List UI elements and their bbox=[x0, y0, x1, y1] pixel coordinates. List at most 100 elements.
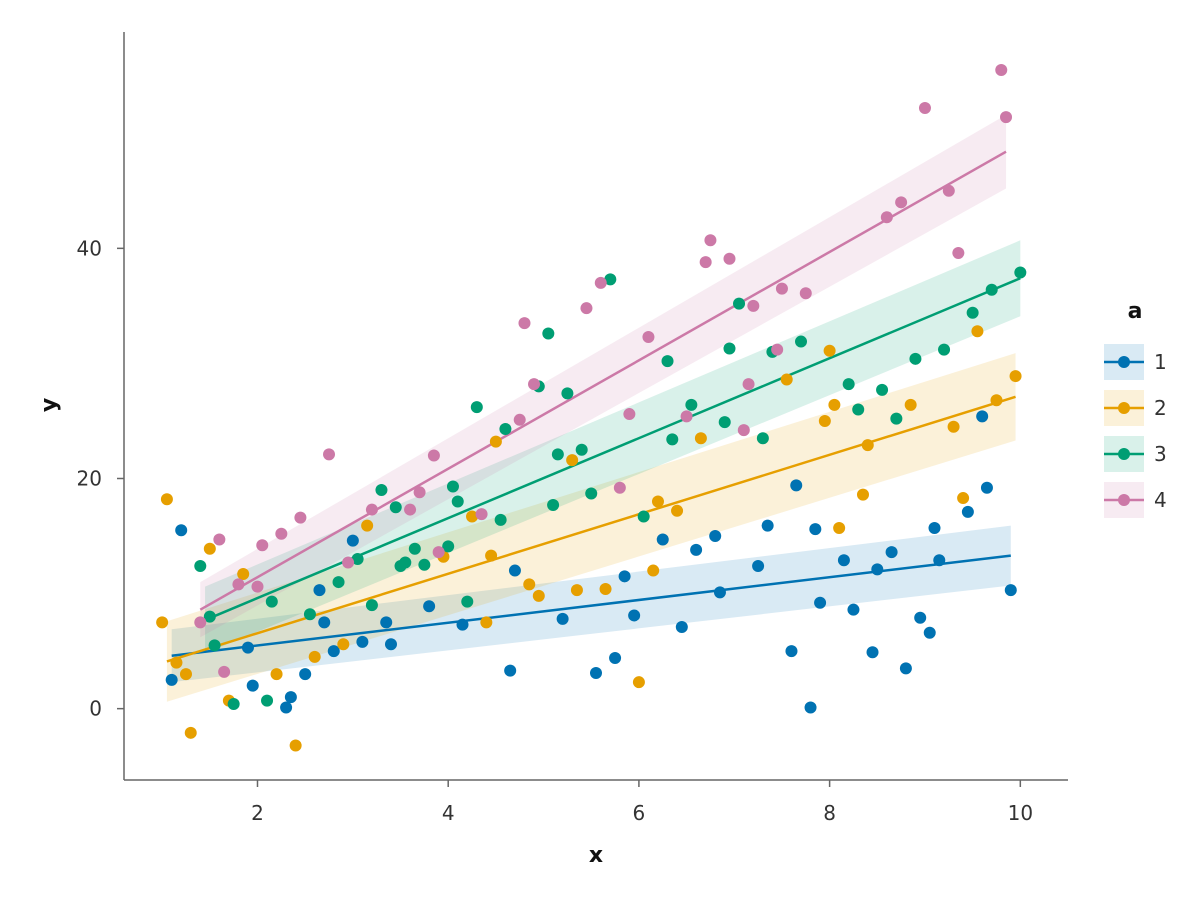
data-point-series-2 bbox=[833, 521, 846, 534]
data-point-series-4 bbox=[432, 546, 445, 559]
legend-swatch-marker bbox=[1118, 356, 1130, 368]
data-point-series-2 bbox=[156, 616, 169, 629]
data-point-series-1 bbox=[761, 519, 774, 532]
legend-item-1: 1 bbox=[1104, 344, 1167, 380]
data-point-series-3 bbox=[203, 610, 216, 623]
data-point-series-3 bbox=[261, 694, 274, 707]
data-point-series-3 bbox=[733, 297, 746, 310]
data-point-series-1 bbox=[384, 638, 397, 651]
data-point-series-4 bbox=[775, 282, 788, 295]
data-point-series-3 bbox=[718, 416, 731, 429]
regression-line-4 bbox=[199, 150, 1007, 611]
legend-label: 3 bbox=[1154, 442, 1167, 466]
data-point-series-3 bbox=[399, 556, 412, 569]
data-point-series-1 bbox=[380, 616, 393, 629]
y-tick-label: 40 bbox=[77, 236, 102, 260]
legend-label: 1 bbox=[1154, 350, 1167, 374]
data-point-series-1 bbox=[508, 564, 521, 577]
legend-swatch-marker bbox=[1118, 494, 1130, 506]
data-point-series-1 bbox=[609, 652, 622, 665]
data-point-series-1 bbox=[656, 533, 669, 546]
data-point-series-3 bbox=[303, 608, 316, 621]
data-point-series-4 bbox=[404, 503, 417, 516]
data-point-series-4 bbox=[580, 302, 593, 315]
data-point-series-1 bbox=[885, 546, 898, 559]
regression-line-3 bbox=[204, 277, 1021, 622]
data-point-series-3 bbox=[637, 510, 650, 523]
data-point-series-3 bbox=[542, 327, 555, 340]
data-point-series-3 bbox=[494, 513, 507, 526]
data-point-series-2 bbox=[270, 668, 283, 681]
data-point-series-3 bbox=[852, 403, 865, 416]
data-point-series-1 bbox=[837, 554, 850, 567]
y-tick-label: 20 bbox=[77, 466, 102, 490]
x-tick-label: 4 bbox=[442, 801, 455, 825]
data-point-series-3 bbox=[966, 306, 979, 319]
data-point-series-3 bbox=[1014, 266, 1027, 279]
data-point-series-2 bbox=[694, 432, 707, 445]
data-point-series-2 bbox=[361, 519, 374, 532]
data-point-series-4 bbox=[723, 252, 736, 265]
legend-swatch-marker bbox=[1118, 448, 1130, 460]
data-point-series-4 bbox=[194, 616, 207, 629]
data-point-series-4 bbox=[413, 486, 426, 499]
data-point-series-2 bbox=[904, 398, 917, 411]
data-point-series-4 bbox=[737, 424, 750, 437]
confidence-band-1 bbox=[171, 525, 1011, 683]
data-point-series-4 bbox=[747, 299, 760, 312]
data-point-series-2 bbox=[523, 578, 536, 591]
data-point-series-4 bbox=[704, 234, 717, 247]
data-point-series-4 bbox=[699, 256, 712, 269]
data-point-series-1 bbox=[175, 524, 188, 537]
data-point-series-1 bbox=[933, 554, 946, 567]
data-point-series-1 bbox=[976, 410, 989, 423]
confidence-band-2 bbox=[166, 353, 1016, 702]
data-point-series-4 bbox=[995, 63, 1008, 76]
y-tick-label: 0 bbox=[89, 697, 102, 721]
x-tick-label: 2 bbox=[251, 801, 264, 825]
data-point-series-1 bbox=[246, 679, 259, 692]
legend-label: 4 bbox=[1154, 488, 1167, 512]
data-point-series-4 bbox=[1000, 111, 1013, 124]
data-point-series-3 bbox=[408, 542, 421, 555]
data-point-series-3 bbox=[551, 448, 564, 461]
data-point-series-4 bbox=[528, 378, 541, 391]
data-point-series-3 bbox=[375, 484, 388, 497]
data-point-series-1 bbox=[690, 543, 703, 556]
data-point-series-4 bbox=[251, 580, 264, 593]
data-point-series-4 bbox=[365, 503, 378, 516]
data-point-series-1 bbox=[299, 668, 312, 681]
data-point-series-3 bbox=[332, 576, 345, 589]
data-point-series-4 bbox=[771, 343, 784, 356]
legend-item-2: 2 bbox=[1104, 390, 1167, 426]
data-point-series-3 bbox=[585, 487, 598, 500]
data-point-series-3 bbox=[227, 698, 240, 711]
data-point-series-4 bbox=[623, 408, 636, 421]
x-tick-label: 10 bbox=[1008, 801, 1033, 825]
data-point-series-4 bbox=[513, 413, 526, 426]
data-point-series-1 bbox=[709, 530, 722, 543]
data-point-series-3 bbox=[575, 443, 588, 456]
data-point-series-3 bbox=[604, 273, 617, 286]
data-point-series-4 bbox=[213, 533, 226, 546]
data-point-series-3 bbox=[418, 558, 431, 571]
data-point-series-2 bbox=[237, 568, 250, 581]
data-point-series-1 bbox=[556, 612, 569, 625]
data-point-series-2 bbox=[856, 488, 869, 501]
data-point-series-3 bbox=[351, 553, 364, 566]
data-point-series-1 bbox=[1004, 584, 1017, 597]
data-point-series-3 bbox=[666, 433, 679, 446]
legend: a 1 2 3 4 bbox=[1104, 299, 1167, 518]
data-point-series-1 bbox=[280, 701, 293, 714]
data-point-series-1 bbox=[327, 645, 340, 658]
data-point-series-1 bbox=[752, 559, 765, 572]
data-point-series-4 bbox=[475, 508, 488, 521]
data-point-series-2 bbox=[828, 398, 841, 411]
data-point-series-1 bbox=[356, 635, 369, 648]
data-point-series-3 bbox=[442, 540, 455, 553]
data-point-series-2 bbox=[489, 435, 502, 448]
data-point-series-4 bbox=[232, 578, 245, 591]
data-point-series-1 bbox=[713, 586, 726, 599]
data-point-series-3 bbox=[756, 432, 769, 445]
